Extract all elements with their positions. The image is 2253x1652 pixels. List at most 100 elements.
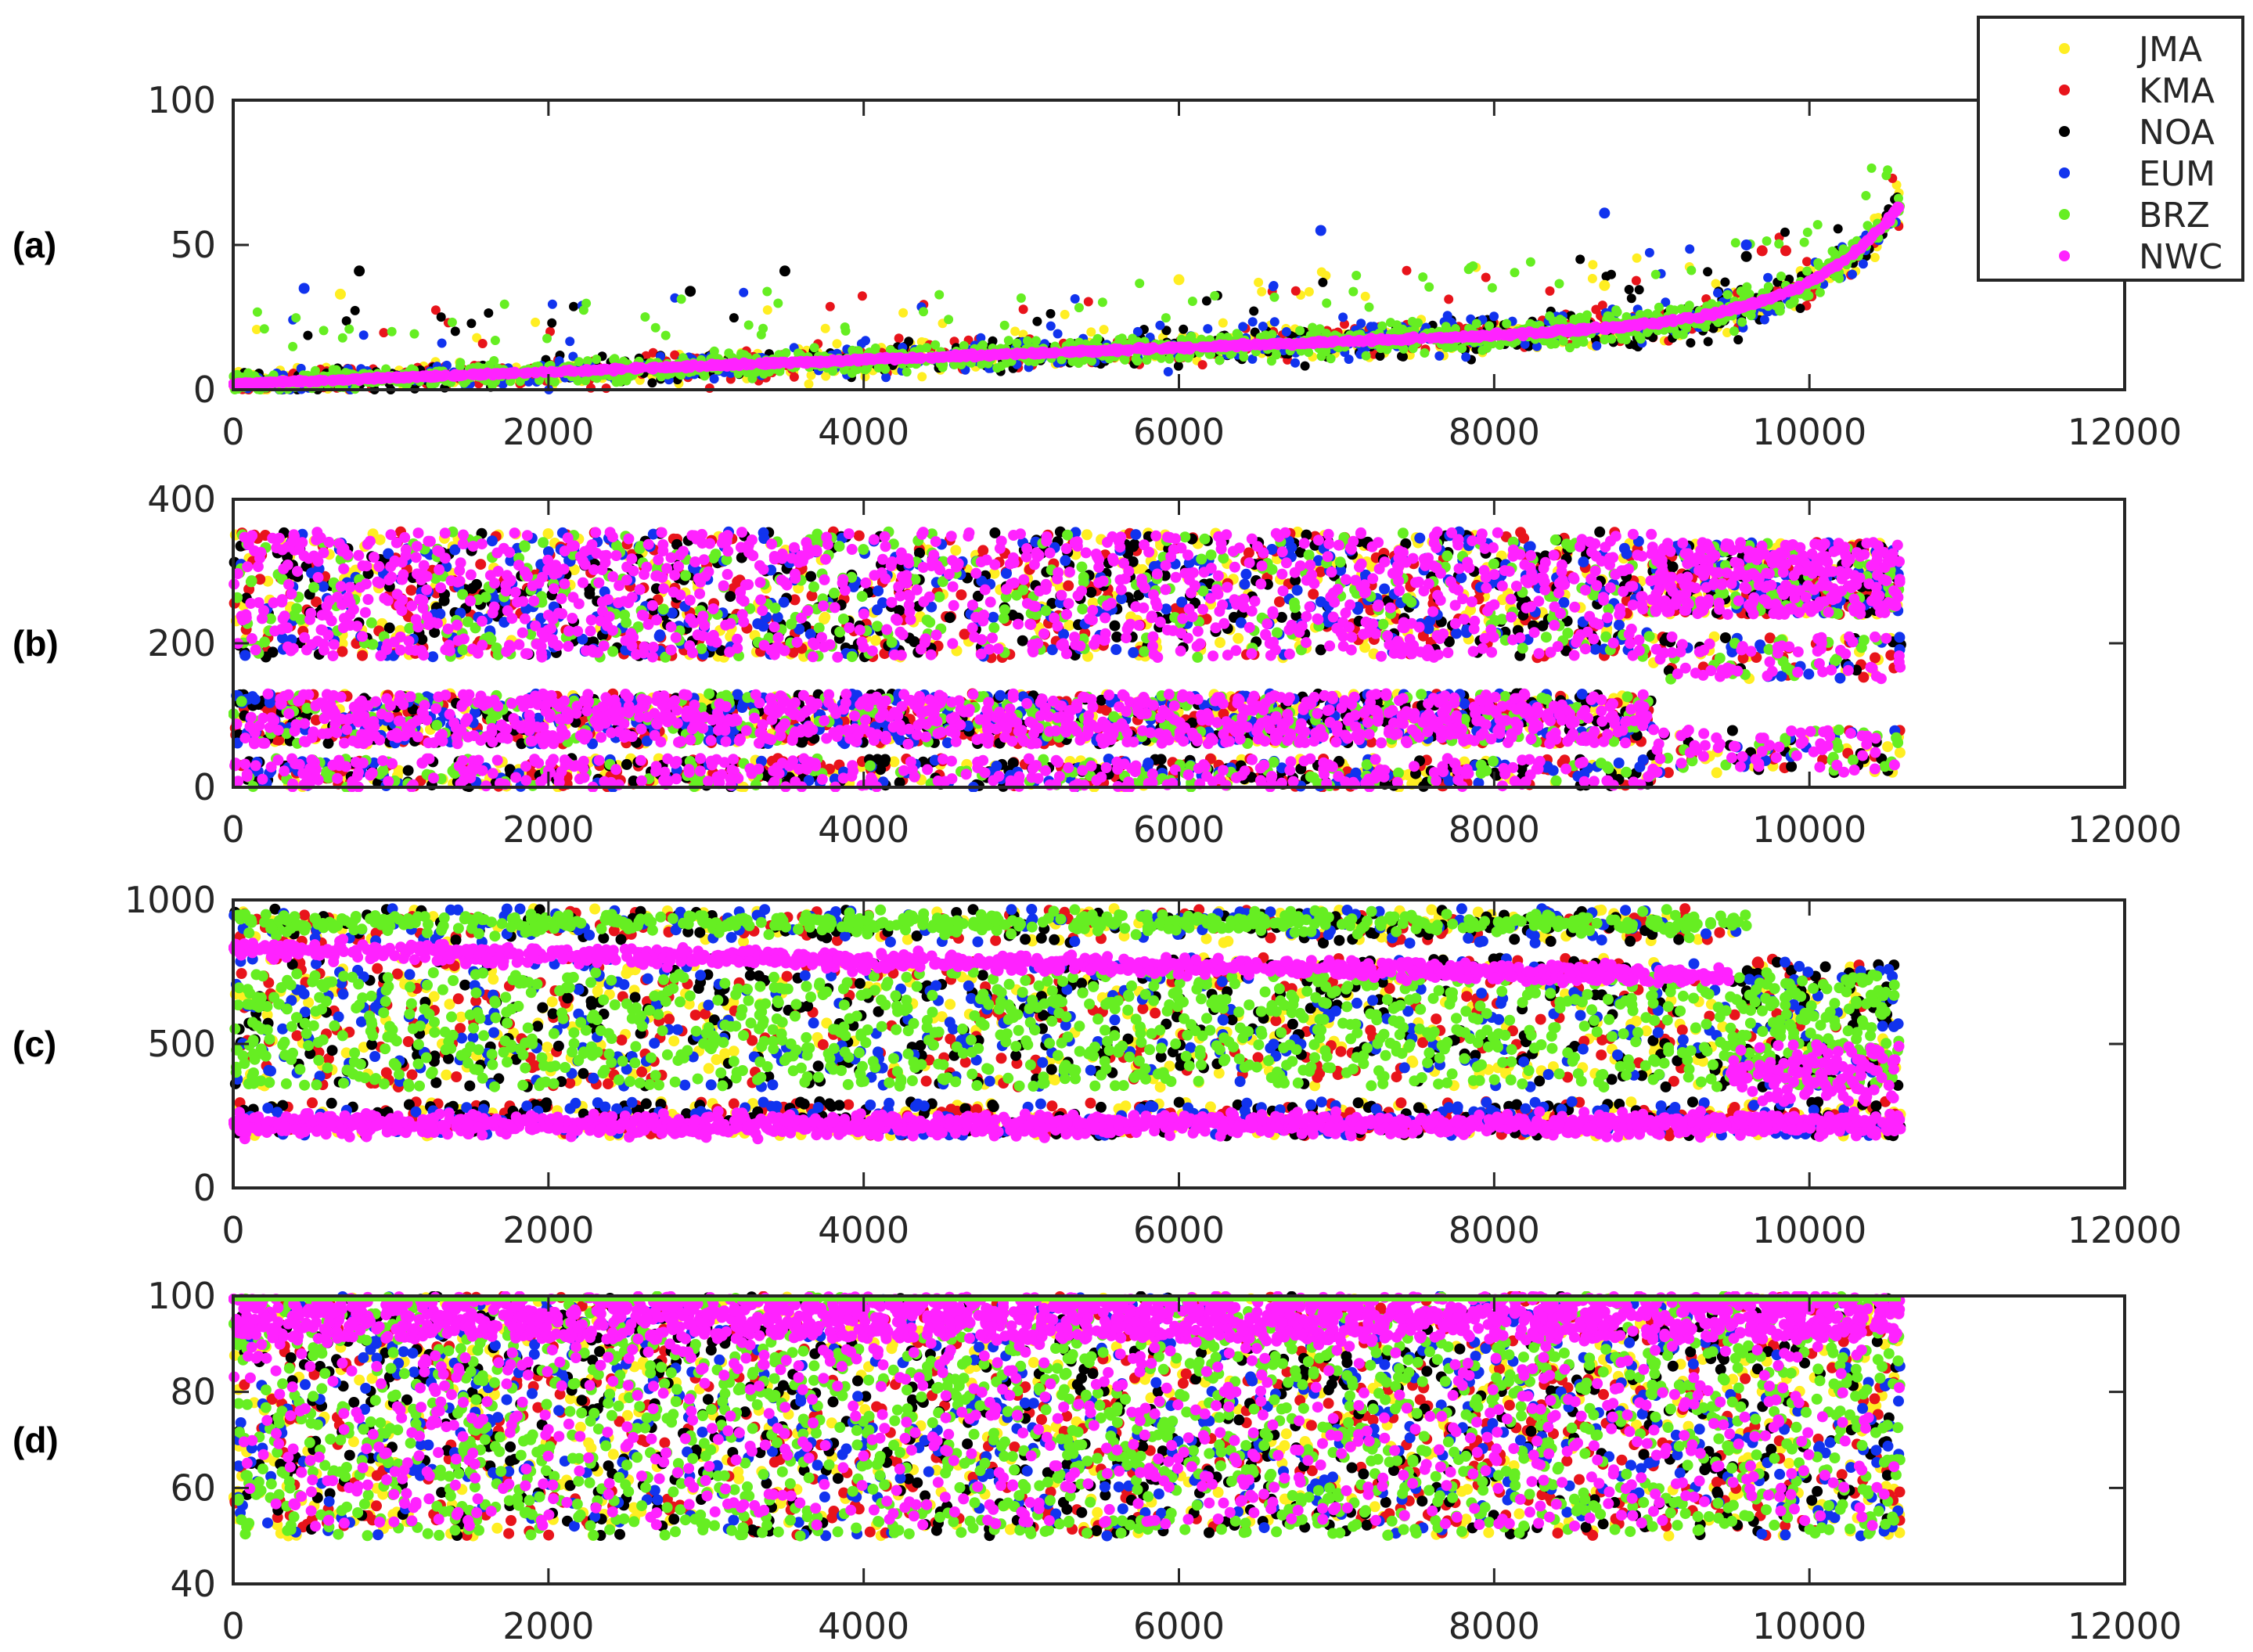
point	[310, 365, 320, 376]
point	[1676, 304, 1686, 314]
point	[499, 299, 509, 309]
point	[1815, 287, 1825, 297]
point	[959, 340, 969, 351]
point	[1858, 259, 1868, 269]
point	[1187, 297, 1197, 306]
point	[358, 330, 369, 340]
point	[1451, 324, 1460, 333]
point	[1672, 329, 1682, 340]
point	[1318, 277, 1328, 287]
point	[915, 344, 925, 355]
point	[1601, 272, 1611, 282]
point	[1074, 303, 1084, 313]
panel-label: (a)	[13, 225, 56, 265]
point	[709, 346, 719, 356]
point	[1729, 326, 1739, 337]
point	[1010, 326, 1020, 337]
point	[1799, 237, 1809, 247]
point	[1720, 277, 1730, 287]
point	[1356, 319, 1366, 329]
point	[477, 339, 488, 348]
x-tick-label: 0	[221, 411, 244, 453]
point	[291, 313, 301, 323]
point	[1218, 318, 1228, 328]
point	[1665, 304, 1675, 315]
point	[1471, 319, 1481, 329]
point	[531, 317, 541, 327]
point	[1587, 274, 1597, 283]
point	[1643, 327, 1652, 337]
point	[821, 371, 831, 381]
point	[1686, 265, 1697, 275]
point	[381, 364, 391, 374]
point	[1258, 322, 1268, 331]
point	[944, 315, 954, 325]
point	[894, 333, 904, 344]
point	[1295, 326, 1305, 336]
point	[298, 283, 310, 294]
point	[498, 380, 508, 389]
point	[1012, 338, 1022, 348]
point	[409, 329, 419, 339]
point	[1131, 354, 1141, 364]
point	[610, 354, 620, 364]
point	[1135, 279, 1145, 289]
x-tick-label: 2000	[502, 411, 594, 453]
point	[1833, 224, 1843, 234]
point	[259, 324, 269, 334]
point	[1257, 286, 1267, 297]
point	[1578, 337, 1589, 347]
point	[1686, 338, 1696, 348]
point	[1763, 272, 1773, 283]
point	[1156, 353, 1166, 363]
outlier-points	[1756, 245, 1791, 257]
point	[1413, 318, 1423, 328]
point	[1016, 293, 1026, 303]
point	[806, 370, 816, 380]
point	[1599, 279, 1611, 291]
point	[1740, 250, 1752, 262]
point	[437, 338, 447, 348]
point	[251, 325, 261, 334]
point	[1713, 288, 1722, 298]
point	[1402, 265, 1412, 275]
point	[1161, 326, 1171, 336]
point	[828, 366, 838, 376]
point	[288, 341, 298, 351]
point	[1740, 239, 1752, 250]
point	[1281, 327, 1291, 337]
point	[1785, 299, 1795, 309]
point	[1114, 336, 1125, 346]
point	[789, 372, 799, 382]
point	[648, 347, 658, 358]
point	[1762, 236, 1772, 246]
point	[1802, 266, 1812, 276]
point	[1894, 747, 1906, 758]
point	[950, 545, 962, 556]
x-tick-label: 12000	[2068, 411, 2182, 453]
point	[1487, 283, 1497, 293]
point	[1173, 361, 1183, 371]
point	[1557, 316, 1567, 326]
point	[650, 322, 660, 333]
point	[1173, 274, 1185, 286]
point	[1599, 207, 1611, 219]
point	[1883, 165, 1893, 175]
point	[1654, 302, 1664, 312]
point	[1722, 290, 1733, 300]
point	[1662, 767, 1674, 779]
point	[1812, 220, 1823, 230]
point	[1340, 319, 1349, 329]
point	[930, 340, 941, 350]
point	[739, 287, 749, 297]
point	[1360, 291, 1370, 301]
point	[547, 318, 557, 328]
point	[1375, 351, 1385, 361]
point	[1685, 244, 1695, 254]
point	[999, 320, 1010, 330]
point	[1097, 297, 1107, 308]
point	[919, 307, 928, 317]
point	[1827, 247, 1837, 256]
